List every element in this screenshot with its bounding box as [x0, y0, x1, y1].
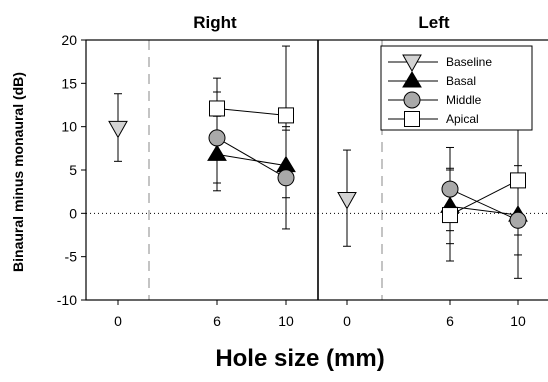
marker-left-apical	[510, 172, 526, 189]
x-tick-label: 6	[213, 313, 221, 329]
x-tick-label: 10	[278, 313, 294, 329]
panel-title-right: Right	[193, 13, 237, 32]
marker-left-baseline	[337, 191, 357, 210]
marker-right-middle	[277, 169, 295, 187]
y-tick-label: 10	[61, 119, 77, 135]
plot-frame	[85, 39, 548, 301]
legend-label-apical: Apical	[446, 112, 479, 126]
legend-marker-middle	[403, 91, 421, 109]
y-tick-label: 20	[61, 32, 77, 48]
legend-label-basal: Basal	[446, 74, 476, 88]
marker-right-apical	[278, 107, 294, 124]
y-tick-label: 15	[61, 75, 77, 91]
marker-right-middle	[208, 129, 226, 147]
x-tick-label: 0	[343, 313, 351, 329]
connector-left-basal	[449, 205, 519, 216]
y-tick-label: 0	[69, 205, 77, 221]
y-tick-label: -5	[65, 249, 78, 265]
connector-left-apical	[449, 179, 519, 216]
y-axis-title: Binaural minus monaural (dB)	[10, 72, 26, 272]
y-tick-label: -10	[57, 292, 77, 308]
y-tick-label: 5	[69, 162, 77, 178]
x-tick-label: 6	[446, 313, 454, 329]
data-layer	[108, 45, 528, 279]
legend-marker-apical	[404, 111, 420, 127]
connector-left-middle	[449, 188, 519, 221]
marker-left-apical	[442, 207, 458, 224]
legend-label-baseline: Baseline	[446, 55, 492, 69]
marker-right-baseline	[108, 120, 128, 139]
x-tick-label: 0	[114, 313, 122, 329]
legend: Baseline Basal Middle Apical	[380, 45, 533, 131]
connector-right-apical	[216, 107, 287, 116]
legend-items: Baseline Basal Middle Apical	[388, 54, 492, 127]
connector-right-basal	[216, 153, 287, 167]
marker-left-middle	[441, 180, 459, 198]
legend-marker-basal	[402, 71, 422, 88]
marker-right-basal	[207, 144, 227, 161]
legend-label-middle: Middle	[446, 93, 482, 107]
ticks-layer: -10 -5 0 5 10 15 20 0 6 10 0 6 10	[57, 32, 526, 329]
x-tick-label: 10	[510, 313, 526, 329]
marker-right-apical	[209, 100, 225, 117]
panel-title-left: Left	[418, 13, 450, 32]
marker-left-middle	[509, 211, 527, 229]
x-axis-title: Hole size (mm)	[215, 345, 384, 372]
connector-right-middle	[216, 137, 287, 179]
legend-marker-baseline	[402, 54, 422, 73]
